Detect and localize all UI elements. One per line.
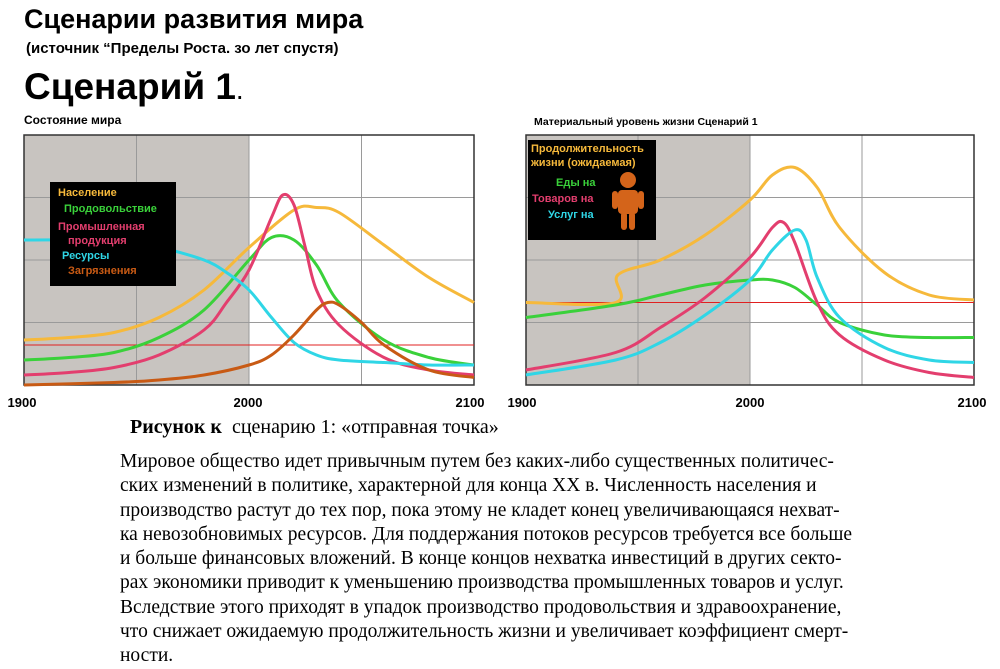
legend-item-life-expectancy-2: жизни (ожидаемая) (530, 157, 636, 169)
chart-legend: Продолжительность жизни (ожидаемая) Еды … (528, 140, 656, 240)
x-tick-label: 2100 (456, 395, 485, 410)
caption-text: сценарию 1: «отправная точка» (231, 416, 499, 438)
legend-item-industrial: Промышленная (58, 221, 145, 233)
paragraph-line: рах экономики приводит к уменьшению прои… (120, 572, 844, 594)
paragraph-line: ских изменений в политике, характерной д… (120, 475, 817, 497)
series-line (23, 204, 475, 342)
series-line (525, 165, 975, 307)
person-icon (612, 172, 644, 230)
world-state-chart: Состояние мира 1900 2000 2100 Население … (8, 113, 485, 410)
living-standard-chart: Материальный уровень жизни Сценарий 1 19… (508, 116, 987, 410)
page-title: Сценарии развития мира (24, 4, 364, 34)
series-line (23, 192, 475, 377)
legend-item-industrial-2: продукция (68, 235, 127, 247)
paragraph-line: и больше финансовых вложений. В конце ко… (120, 548, 842, 570)
plot-frame (525, 134, 975, 386)
plot-frame (23, 134, 475, 386)
chart-marks (525, 165, 975, 379)
scenario-heading: Сценарий 1. (24, 66, 244, 108)
x-tick-label: 1900 (8, 395, 37, 410)
legend-item-resources: Ресурсы (62, 250, 109, 262)
paragraph-line: ности. (120, 645, 174, 667)
description-paragraph: Мировое общество идет привычным путем бе… (120, 450, 960, 669)
paragraph-line: Мировое общество идет привычным путем бе… (120, 451, 834, 472)
legend-item-food: Еды на (556, 177, 596, 189)
legend-item-life-expectancy: Продолжительность (531, 143, 644, 155)
chart-title: Материальный уровень жизни Сценарий 1 (534, 116, 758, 128)
paragraph-line: Вследствие этого приходят в упадок произ… (120, 596, 842, 618)
scenario-label: Сценарий 1 (24, 66, 236, 107)
paragraph-line: производство растут до тех пор, пока это… (120, 499, 840, 521)
paragraph-line: ка невозобновимых ресурсов. Для поддержа… (120, 523, 853, 545)
scenario-dot: . (235, 74, 244, 105)
legend-item-food: Продовольствие (64, 203, 157, 215)
source-note: (источник “Пределы Роста. зо лет спустя) (26, 40, 339, 57)
legend-item-population: Население (58, 187, 117, 199)
series-line (525, 277, 975, 340)
x-tick-label: 1900 (508, 395, 537, 410)
caption-label: Рисунок к (130, 416, 222, 438)
legend-background (50, 182, 176, 286)
legend-item-pollution: Загрязнения (68, 265, 137, 277)
series-line (525, 228, 975, 377)
x-tick-label: 2000 (234, 395, 263, 410)
series-line (23, 234, 475, 367)
x-tick-label: 2100 (958, 395, 987, 410)
legend-item-services: Услуг на (548, 209, 595, 221)
paragraph-line: что снижает ожидаемую продолжительность … (120, 621, 849, 643)
x-tick-label: 2000 (736, 395, 765, 410)
chart-legend: Население Продовольствие Промышленная пр… (50, 182, 176, 286)
series-line (23, 300, 475, 387)
legend-item-goods: Товаров на (532, 193, 594, 205)
legend-background (528, 140, 656, 240)
series-line (525, 219, 975, 379)
chart-title: Состояние мира (24, 113, 122, 127)
figure-caption: Рисунок к сценарию 1: «отправная точка» (130, 416, 499, 439)
